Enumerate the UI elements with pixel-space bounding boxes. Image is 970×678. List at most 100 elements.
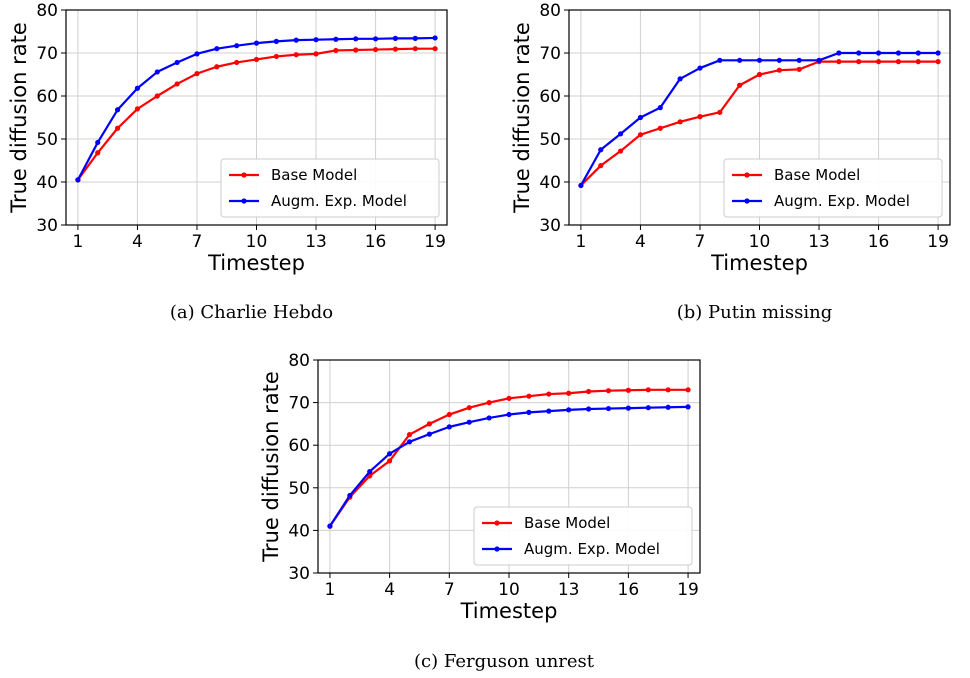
data-point <box>657 125 663 131</box>
data-point <box>114 107 121 113</box>
y-tick-label: 50 <box>288 479 310 499</box>
data-point <box>333 36 339 42</box>
legend-label: Augm. Exp. Model <box>774 192 910 210</box>
data-point <box>234 43 240 49</box>
data-point <box>446 411 452 418</box>
y-tick-label: 70 <box>288 394 310 414</box>
data-point <box>598 147 604 153</box>
y-tick-label: 50 <box>539 130 561 150</box>
figure-caption: (b) Putin missing <box>677 302 832 323</box>
data-point <box>194 51 200 57</box>
x-tick-label: 10 <box>749 232 771 252</box>
data-point <box>578 182 584 189</box>
x-tick-label: 1 <box>325 580 336 600</box>
legend-label: Base Model <box>271 166 357 184</box>
data-point <box>114 125 121 131</box>
data-point <box>214 46 220 52</box>
data-point <box>645 405 651 411</box>
figure-caption: (c) Ferguson unrest <box>414 651 595 672</box>
data-point <box>466 405 472 411</box>
x-tick-label: 4 <box>132 232 143 252</box>
y-axis-label: True diffusion rate <box>510 22 534 214</box>
data-point <box>697 65 703 71</box>
data-point <box>776 67 782 73</box>
legend-label: Augm. Exp. Model <box>524 540 660 558</box>
data-point <box>605 405 612 412</box>
data-point <box>625 387 631 393</box>
data-point <box>816 57 822 63</box>
x-tick-label: 19 <box>677 580 699 600</box>
data-point <box>526 409 532 415</box>
y-tick-label: 80 <box>539 1 561 21</box>
data-point <box>293 37 299 43</box>
chart-panel-0: 1 4 7 10 13 16 19 30 40 50 60 70 80 Timestep True diff… <box>7 1 448 323</box>
x-axis-label: Timestep <box>710 251 808 275</box>
data-point <box>506 395 512 401</box>
y-tick-label: 40 <box>288 521 310 541</box>
data-point <box>526 393 532 399</box>
x-axis-label: Timestep <box>207 251 305 275</box>
x-tick-label: 13 <box>558 580 580 600</box>
y-axis-label: True diffusion rate <box>259 371 283 563</box>
data-point <box>677 76 683 82</box>
y-tick-label: 30 <box>36 216 58 236</box>
data-point <box>486 415 492 421</box>
data-point <box>697 114 703 120</box>
data-point <box>412 46 418 52</box>
y-tick-label: 70 <box>36 44 58 64</box>
data-point <box>327 523 333 529</box>
data-point <box>617 148 624 154</box>
data-point <box>95 150 101 156</box>
data-point <box>935 59 941 65</box>
y-tick-label: 30 <box>539 216 561 236</box>
x-tick-label: 13 <box>808 232 830 252</box>
data-point <box>273 38 279 44</box>
chart-panel-2: 1 4 7 10 13 16 19 30 40 50 60 70 80 Timestep True diff… <box>259 351 701 672</box>
data-point <box>836 50 842 56</box>
data-point <box>387 458 393 464</box>
data-point <box>353 47 359 53</box>
data-point <box>895 59 902 65</box>
data-point <box>836 59 842 65</box>
x-axis-label: Timestep <box>460 599 558 623</box>
x-tick-label: 4 <box>635 232 646 252</box>
legend-marker <box>241 172 247 178</box>
y-tick-label: 80 <box>288 351 310 371</box>
data-point <box>796 66 802 72</box>
data-point <box>566 407 572 413</box>
legend-label: Base Model <box>774 166 860 184</box>
data-point <box>717 57 723 63</box>
legend: Base Model Augm. Exp. Model <box>723 158 943 218</box>
data-point <box>546 391 552 397</box>
data-point <box>506 411 512 418</box>
data-point <box>253 40 260 46</box>
y-tick-label: 60 <box>288 436 310 456</box>
y-axis-label: True diffusion rate <box>7 22 31 214</box>
data-point <box>617 131 624 137</box>
y-tick-label: 70 <box>539 44 561 64</box>
data-point <box>154 69 160 75</box>
x-tick-label: 7 <box>444 580 455 600</box>
x-tick-label: 10 <box>246 232 268 252</box>
data-point <box>637 132 644 138</box>
data-point <box>915 59 921 65</box>
data-point <box>637 114 644 121</box>
data-point <box>895 50 902 56</box>
data-point <box>154 93 160 99</box>
data-point <box>625 405 631 411</box>
x-tick-label: 16 <box>365 232 387 252</box>
data-point <box>293 52 299 58</box>
data-point <box>372 46 379 53</box>
data-point <box>333 47 339 54</box>
data-point <box>756 57 763 63</box>
x-tick-label: 1 <box>575 232 586 252</box>
data-point <box>466 419 472 425</box>
data-point <box>935 50 941 56</box>
data-point <box>392 46 399 52</box>
data-point <box>546 408 552 414</box>
legend: Base Model Augm. Exp. Model <box>473 506 693 566</box>
data-point <box>737 82 743 88</box>
data-point <box>95 139 101 146</box>
data-point <box>214 64 220 70</box>
